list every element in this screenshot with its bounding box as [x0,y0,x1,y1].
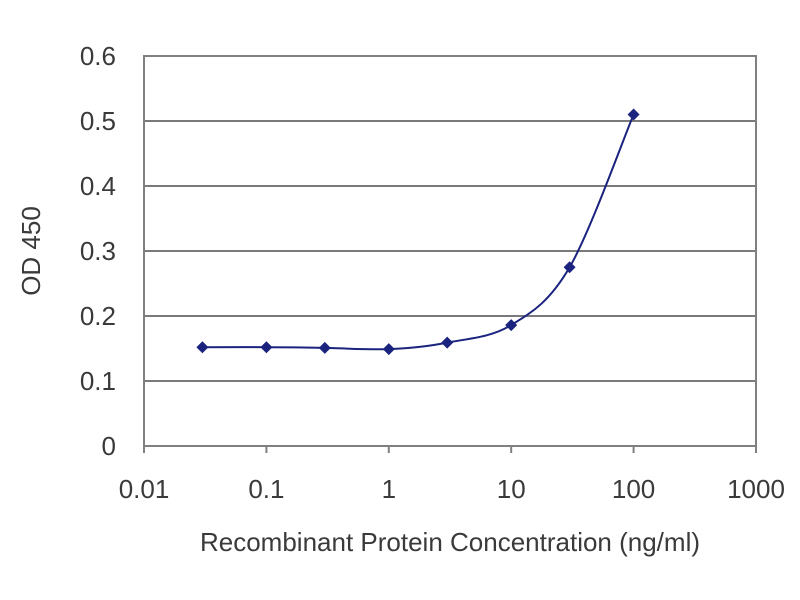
x-tick-label-1: 0.1 [248,474,284,504]
data-point-1 [260,341,273,354]
data-point-4 [441,336,454,349]
x-tick-labels: 0.01 0.1 1 10 100 1000 [119,474,785,504]
x-tick-label-0: 0.01 [119,474,170,504]
y-tick-label-4: 0.4 [80,171,116,201]
data-point-0 [196,341,209,354]
x-tick-marks [143,446,757,453]
x-tick-label-5: 1000 [727,474,785,504]
data-point-5 [505,319,518,332]
series-line [202,114,635,351]
x-tick-label-3: 10 [497,474,526,504]
y-tick-label-2: 0.2 [80,301,116,331]
x-tick-label-4: 100 [612,474,655,504]
data-point-6 [563,261,576,274]
y-tick-label-5: 0.5 [80,106,116,136]
y-tick-labels: 0 0.1 0.2 0.3 0.4 0.5 0.6 [80,41,116,461]
x-tick-label-2: 1 [382,474,396,504]
plot-area-border [143,55,757,447]
data-point-3 [382,343,395,356]
y-tick-label-0: 0 [102,431,116,461]
data-point-7 [627,108,640,121]
y-tick-label-6: 0.6 [80,41,116,71]
x-axis-title: Recombinant Protein Concentration (ng/ml… [200,527,700,557]
data-points [196,108,640,356]
data-point-2 [318,341,331,354]
y-axis-title: OD 450 [16,206,46,296]
grid-lines [144,120,756,382]
y-tick-label-1: 0.1 [80,366,116,396]
y-tick-label-3: 0.3 [80,236,116,266]
